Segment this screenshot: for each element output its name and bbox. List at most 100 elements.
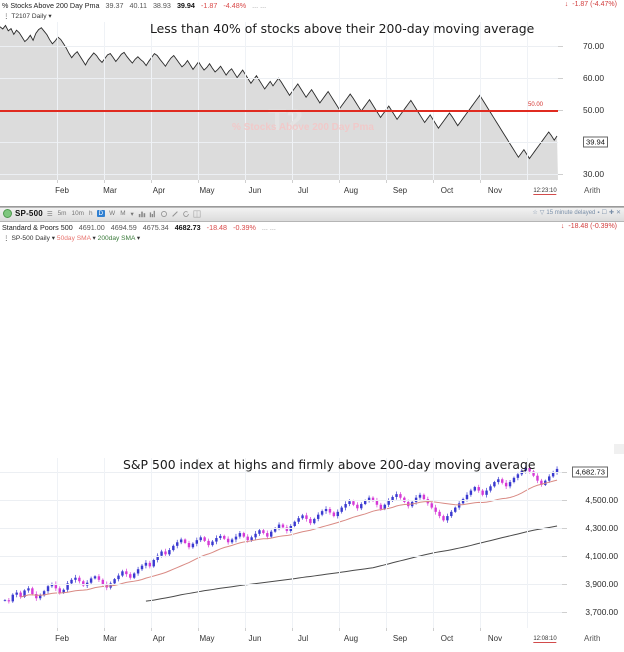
- panel2-x-axis[interactable]: Feb Mar Apr May Jun Jul Aug Sep Oct Nov …: [0, 628, 624, 652]
- grid-icon[interactable]: [193, 209, 201, 218]
- panel1-series-row: ⋮ T2107 Daily ▾: [0, 11, 624, 21]
- panel1-reference-line-label: 50.00: [528, 102, 544, 108]
- crosshair-icon[interactable]: [160, 210, 168, 218]
- panel1-xtick-aug: Aug: [343, 186, 359, 195]
- panel2-xtick-jul: Jul: [297, 634, 309, 643]
- panel2-xtick-mar: Mar: [103, 634, 117, 643]
- panel2-change: -18.48: [206, 223, 228, 232]
- panel2-last: 4682.73: [174, 223, 201, 232]
- interval-d[interactable]: D: [96, 210, 106, 217]
- panel1-xtick-apr: Apr: [152, 186, 166, 195]
- panel2-change-badge: ↓ -18.48 (-0.39%): [560, 223, 617, 230]
- panel2-xtick-sep: Sep: [392, 634, 408, 643]
- panel1-ytick-50: 50.00: [583, 105, 604, 115]
- panel2-ytick-4100: 4,100.00: [585, 551, 618, 561]
- panel2-low: 4675.34: [142, 223, 169, 232]
- panel1-last: 39.94: [176, 1, 195, 10]
- compare-icon[interactable]: ▪: [597, 209, 600, 216]
- panel2-change-pct: -0.39%: [233, 223, 256, 232]
- panel2-symbol[interactable]: SP-500: [15, 209, 43, 218]
- panel1-high: 40.11: [129, 1, 147, 10]
- panel2-title: Standard & Poors 500: [2, 223, 73, 232]
- panel1-y-axis[interactable]: 70.00 60.00 50.00 39.94 30.00: [558, 22, 624, 180]
- panel1-change: -1.87: [200, 1, 218, 10]
- panel1-xtick-feb: Feb: [55, 186, 69, 195]
- panel2-plot-area[interactable]: SP-500 Standard & Poors 500: [0, 458, 562, 628]
- panel1-low: 38.93: [152, 1, 171, 10]
- overlay-200day-sma[interactable]: 200day SMA: [97, 235, 136, 242]
- panel2-candlestick-series: [3, 465, 559, 604]
- pencil-icon[interactable]: [171, 210, 179, 218]
- move-icon[interactable]: ✚: [608, 210, 614, 216]
- panel2-xtick-nov: Nov: [487, 634, 503, 643]
- panel1-last-price-box: 39.94: [582, 136, 608, 148]
- panel2-xtick-may: May: [199, 634, 215, 643]
- refresh-icon[interactable]: [182, 210, 190, 218]
- chevron-down-icon-2[interactable]: ▾: [92, 235, 96, 242]
- panel2-xtick-feb: Feb: [55, 634, 69, 643]
- chevron-down-icon[interactable]: ▾: [48, 13, 52, 20]
- panel2-open: 4691.00: [78, 223, 105, 232]
- interval-m[interactable]: M: [120, 210, 126, 217]
- chart-panel-stocks-above-200dma: % Stocks Above 200 Day Pma 39.37 40.11 3…: [0, 0, 624, 206]
- status-dot-icon: [3, 209, 12, 218]
- interval-5m[interactable]: 5m: [57, 210, 67, 217]
- panel2-high: 4694.59: [110, 223, 137, 232]
- chevron-down-icon[interactable]: ▾: [51, 235, 56, 242]
- panel2-xtick-aug: Aug: [343, 634, 359, 643]
- panel2-ytick-4500: 4,500.00: [585, 495, 618, 505]
- interval-h[interactable]: h: [88, 210, 93, 217]
- chevron-down-icon-3[interactable]: ▾: [136, 235, 141, 242]
- panel1-xtick-jun: Jun: [248, 186, 262, 195]
- panel2-ytick-3900: 3,900.00: [585, 579, 618, 589]
- panel2-xtick-oct: Oct: [440, 634, 454, 643]
- panel1-reference-line-50: [0, 110, 558, 112]
- menu-icon[interactable]: ☰: [46, 210, 53, 218]
- interval-10m[interactable]: 10m: [71, 210, 84, 217]
- panel2-series-row: ⋮ SP-500 Daily ▾ 50day SMA ▾ 200day SMA …: [0, 233, 624, 243]
- panel2-ellipsis: ... ...: [261, 223, 276, 232]
- panel1-title: % Stocks Above 200 Day Pma: [2, 1, 100, 10]
- star-icon[interactable]: ☆: [532, 210, 538, 216]
- delay-label: 15 minute delayed: [546, 209, 596, 216]
- chart-panel-sp500: SP-500 ☰ 5m 10m h D W M ▾: [0, 206, 624, 643]
- chevron-down-icon[interactable]: ▾: [130, 210, 134, 218]
- panel1-x-axis[interactable]: Feb Mar Apr May Jun Jul Aug Sep Oct Nov …: [0, 180, 624, 204]
- panel2-ytick-3700: 3,700.00: [585, 607, 618, 617]
- panel2-xtick-apr: Apr: [152, 634, 166, 643]
- panel1-open: 39.37: [105, 1, 124, 10]
- series-menu-icon[interactable]: ⋮: [3, 235, 10, 242]
- panel1-change-badge: ↓ -1.87 (-4.47%): [564, 1, 617, 8]
- panel1-xtick-nov: Nov: [487, 186, 503, 195]
- panel1-annotation: Less than 40% of stocks above their 200-…: [150, 21, 535, 36]
- panel2-series-name[interactable]: SP-500 Daily: [11, 235, 50, 242]
- panel1-plot-area[interactable]: T2 % Stocks Above 200 Day Pma 50.00: [0, 22, 558, 180]
- series-menu-icon[interactable]: ⋮: [3, 13, 10, 20]
- panel1-ellipsis: ... ...: [252, 1, 267, 10]
- filter-icon[interactable]: ▽: [539, 210, 545, 216]
- overlay-50day-sma[interactable]: 50day SMA: [56, 235, 91, 242]
- panel1-xtick-mar: Mar: [103, 186, 117, 195]
- panel2-ytick-4300: 4,300.00: [585, 523, 618, 533]
- interval-w[interactable]: W: [109, 210, 116, 217]
- panel1-scale-label[interactable]: Arith: [584, 186, 601, 195]
- panel1-series-name[interactable]: T2107 Daily: [11, 13, 47, 20]
- panel1-ytick-30: 30.00: [583, 169, 604, 179]
- histogram-icon[interactable]: [149, 210, 157, 218]
- panel1-change-pct: -4.48%: [223, 1, 247, 10]
- panel1-xtick-may: May: [199, 186, 215, 195]
- fullscreen-icon[interactable]: ☐: [601, 210, 607, 216]
- panel2-y-axis[interactable]: 4,682.73 4,500.00 4,300.00 4,100.00 3,90…: [562, 458, 624, 628]
- panel2-quote-header: Standard & Poors 500 4691.00 4694.59 467…: [0, 222, 624, 233]
- panel2-timestamp: 12:08:10: [533, 636, 557, 643]
- panel2-scale-label[interactable]: Arith: [584, 634, 601, 643]
- scroll-corner: [614, 444, 624, 454]
- down-arrow-icon: ↓: [560, 223, 565, 230]
- panel1-xtick-oct: Oct: [440, 186, 454, 195]
- close-icon[interactable]: ✕: [615, 210, 621, 216]
- panel1-timestamp: 12:23:10: [533, 188, 557, 195]
- panel1-ytick-70: 70.00: [583, 41, 604, 51]
- bar-chart-icon[interactable]: [138, 210, 146, 218]
- panel2-toolbar[interactable]: SP-500 ☰ 5m 10m h D W M ▾: [0, 207, 624, 222]
